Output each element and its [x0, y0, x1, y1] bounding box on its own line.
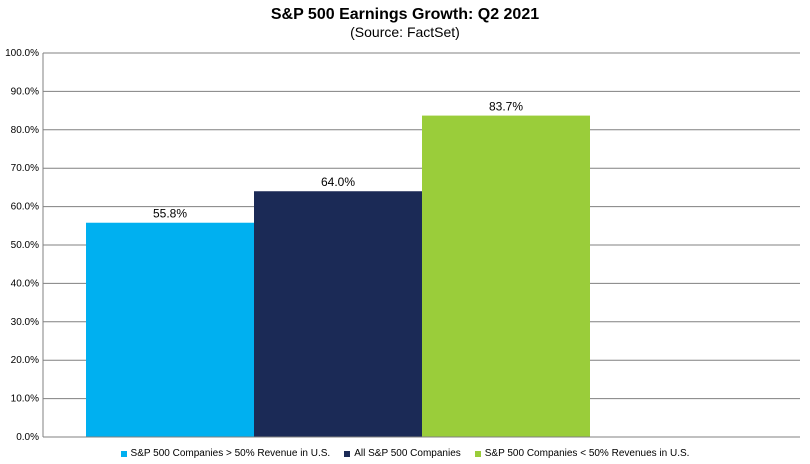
data-label: 55.8% [153, 207, 187, 221]
legend-item: S&P 500 Companies < 50% Revenues in U.S. [474, 448, 690, 459]
y-axis-ticks: 0.0% 10.0% 20.0% 30.0% 40.0% 50.0% 60.0% 70.0% 8… [5, 48, 39, 443]
legend-item: S&P 500 Companies > 50% Revenue in U.S. [120, 448, 331, 459]
legend-label: S&P 500 Companies < 50% Revenues in U.S. [484, 448, 690, 459]
y-tick-label: 50.0% [11, 240, 39, 251]
y-tick-label: 70.0% [11, 163, 39, 174]
legend-label: S&P 500 Companies > 50% Revenue in U.S. [130, 448, 331, 459]
legend-swatch [120, 450, 127, 457]
legend-item: All S&P 500 Companies [344, 448, 461, 459]
data-label: 83.7% [489, 100, 523, 114]
bar [422, 115, 590, 437]
y-tick-label: 100.0% [5, 48, 39, 59]
y-tick-label: 20.0% [11, 355, 39, 366]
bar [254, 191, 422, 437]
legend-label: All S&P 500 Companies [354, 448, 461, 459]
y-tick-label: 60.0% [11, 202, 39, 213]
y-tick-label: 10.0% [11, 394, 39, 405]
bar [86, 222, 254, 437]
chart-subtitle: (Source: FactSet) [350, 24, 460, 40]
legend: S&P 500 Companies > 50% Revenue in U.S. A… [0, 448, 810, 459]
data-labels: 55.8% 64.0% 83.7% [153, 100, 523, 221]
data-label: 64.0% [321, 175, 355, 189]
legend-swatch [474, 450, 481, 457]
legend-swatch [344, 450, 351, 457]
y-tick-label: 80.0% [11, 125, 39, 136]
y-tick-label: 90.0% [11, 86, 39, 97]
y-tick-label: 30.0% [11, 317, 39, 328]
y-tick-label: 0.0% [16, 432, 39, 443]
y-tick-label: 40.0% [11, 278, 39, 289]
chart-title: S&P 500 Earnings Growth: Q2 2021 [270, 6, 540, 23]
bars [86, 115, 590, 437]
